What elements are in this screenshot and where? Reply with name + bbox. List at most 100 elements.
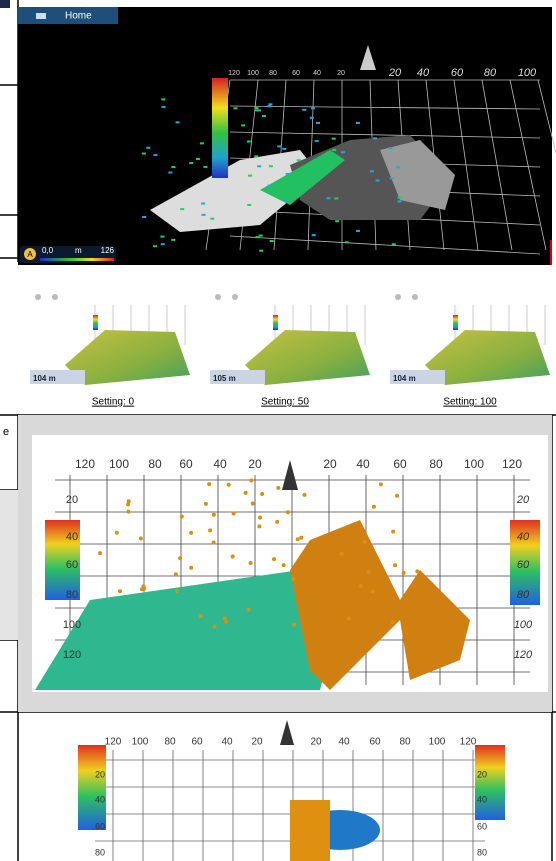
sonar-dot <box>302 493 306 497</box>
axis-label: 100 <box>429 737 446 748</box>
sonar-dot <box>241 124 245 126</box>
readout-mode: A <box>27 250 33 259</box>
axis-label: 100 <box>63 619 81 631</box>
sonar-dot <box>311 107 315 109</box>
sonar-dot <box>251 501 255 505</box>
sonar-dot <box>142 216 146 218</box>
sonar-dot <box>376 180 380 182</box>
axis-label: 40 <box>313 70 321 77</box>
sonar-dot <box>199 614 203 618</box>
axis-label: 40 <box>417 67 430 79</box>
axis-label: 80 <box>269 70 277 77</box>
sonar-dot <box>126 510 130 514</box>
sonar-dot <box>373 137 377 139</box>
axis-label: 100 <box>109 457 129 471</box>
sonar-dot <box>268 185 272 187</box>
sonar-dot <box>232 511 236 515</box>
axis-label: 80 <box>517 589 530 601</box>
axis-label: 120 <box>228 70 240 77</box>
sonar-dot <box>388 147 392 149</box>
tab-label[interactable]: Home <box>65 11 92 22</box>
sonar-dot <box>356 230 360 232</box>
sonar-dot <box>257 524 261 528</box>
sonar-dot <box>168 171 172 173</box>
side-view <box>32 435 548 692</box>
sonar-dot <box>189 162 193 164</box>
sonar-dot <box>393 563 397 567</box>
sonar-dot <box>254 107 258 109</box>
sonar-dot <box>310 117 314 119</box>
sonar-screen: Home A 0,0 m 126 <box>18 7 556 265</box>
axis-label: 60 <box>369 737 381 748</box>
sonar-dot <box>267 105 271 107</box>
depth-readout: 105 m <box>213 374 236 383</box>
sonar-dot <box>371 589 375 593</box>
axis-label: 80 <box>429 457 443 471</box>
sonar-dot <box>296 537 300 541</box>
axis-label: 120 <box>105 737 122 748</box>
sonar-dot <box>171 239 175 241</box>
axis-label: 40 <box>213 457 227 471</box>
sonar-dot <box>391 620 395 624</box>
sonar-dot <box>161 243 165 245</box>
axis-label: 40 <box>221 737 233 748</box>
sonar-dot <box>372 505 376 509</box>
sonar-dot <box>398 200 402 202</box>
sonar-dot <box>255 109 259 111</box>
sonar-dot <box>153 154 157 156</box>
axis-label: 40 <box>517 531 530 543</box>
sonar-dot <box>356 122 360 124</box>
axis-label: 60 <box>179 457 193 471</box>
sonar-dot <box>258 516 262 520</box>
sonar-dot <box>127 499 131 503</box>
axis-label: 60 <box>66 559 78 571</box>
color-bar <box>273 315 278 330</box>
sonar-dot <box>98 551 102 555</box>
sonar-dot <box>282 148 286 150</box>
sonar-dot <box>359 584 363 588</box>
sonar-dot <box>233 107 237 109</box>
sonar-dot <box>268 103 272 105</box>
sonar-dot <box>332 138 336 140</box>
axis-label: 80 <box>148 457 162 471</box>
axis-label: 60 <box>292 70 300 77</box>
depth-readout: 104 m <box>393 374 416 383</box>
sonar-dot <box>370 170 374 172</box>
axis-label: 80 <box>164 737 176 748</box>
axis-label: 20 <box>337 70 345 77</box>
sonar-dot <box>146 147 150 149</box>
sonar-dot <box>391 530 395 534</box>
axis-label: 120 <box>75 457 95 471</box>
sonar-dot <box>204 502 208 506</box>
sonar-dot <box>257 165 261 167</box>
sonar-dot <box>284 199 288 201</box>
sonar-dot <box>223 616 227 620</box>
sonar-dot <box>142 153 146 155</box>
axis-label: 20 <box>251 737 263 748</box>
sonar-dot <box>210 218 214 220</box>
sonar-dot <box>275 520 279 524</box>
sonar-dot <box>200 142 204 144</box>
axis-label: 40 <box>95 794 105 804</box>
sonar-dot <box>335 220 339 222</box>
axis-label: 40 <box>477 794 487 804</box>
sonar-dot <box>248 175 252 177</box>
axis-label: 100 <box>247 70 259 77</box>
sonar-dot <box>139 537 143 541</box>
sonar-dot <box>397 197 401 199</box>
sonar-dot <box>297 159 301 161</box>
sonar-dot <box>246 608 250 612</box>
sonar-dot <box>302 109 306 111</box>
sonar-dot <box>247 204 251 206</box>
sonar-dot <box>176 121 180 123</box>
sonar-dot <box>270 240 274 242</box>
sonar-dot <box>286 173 290 175</box>
sonar-dot <box>118 589 122 593</box>
sonar-dot <box>180 208 184 210</box>
sonar-dot <box>395 494 399 498</box>
sonar-dot <box>142 584 146 588</box>
sonar-dot <box>115 531 119 535</box>
sonar-dot <box>282 563 286 567</box>
axis-label: 80 <box>484 67 497 79</box>
sonar-dot <box>292 577 296 581</box>
